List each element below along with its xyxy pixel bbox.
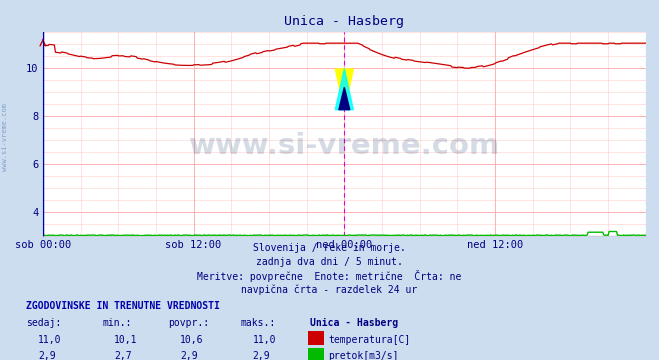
Text: navpična črta - razdelek 24 ur: navpična črta - razdelek 24 ur <box>241 284 418 294</box>
Text: 10,1: 10,1 <box>114 335 138 345</box>
Text: sedaj:: sedaj: <box>26 318 61 328</box>
Polygon shape <box>335 69 353 110</box>
Text: ZGODOVINSKE IN TRENUTNE VREDNOSTI: ZGODOVINSKE IN TRENUTNE VREDNOSTI <box>26 301 220 311</box>
Polygon shape <box>339 87 350 110</box>
Polygon shape <box>335 69 353 110</box>
Text: Slovenija / reke in morje.: Slovenija / reke in morje. <box>253 243 406 253</box>
Text: maks.:: maks.: <box>241 318 275 328</box>
Text: min.:: min.: <box>102 318 132 328</box>
Text: 2,9: 2,9 <box>252 351 270 360</box>
Text: www.si-vreme.com: www.si-vreme.com <box>188 132 500 160</box>
Text: pretok[m3/s]: pretok[m3/s] <box>328 351 399 360</box>
Text: Unica - Hasberg: Unica - Hasberg <box>310 318 398 328</box>
Text: temperatura[C]: temperatura[C] <box>328 335 411 345</box>
Text: 11,0: 11,0 <box>38 335 62 345</box>
Text: 2,9: 2,9 <box>180 351 198 360</box>
Title: Unica - Hasberg: Unica - Hasberg <box>284 15 405 28</box>
Text: Meritve: povprečne  Enote: metrične  Črta: ne: Meritve: povprečne Enote: metrične Črta:… <box>197 270 462 282</box>
Text: 10,6: 10,6 <box>180 335 204 345</box>
Text: povpr.:: povpr.: <box>168 318 209 328</box>
Text: www.si-vreme.com: www.si-vreme.com <box>2 103 9 171</box>
Text: 2,9: 2,9 <box>38 351 56 360</box>
Text: 11,0: 11,0 <box>252 335 276 345</box>
Text: zadnja dva dni / 5 minut.: zadnja dva dni / 5 minut. <box>256 257 403 267</box>
Text: 2,7: 2,7 <box>114 351 132 360</box>
